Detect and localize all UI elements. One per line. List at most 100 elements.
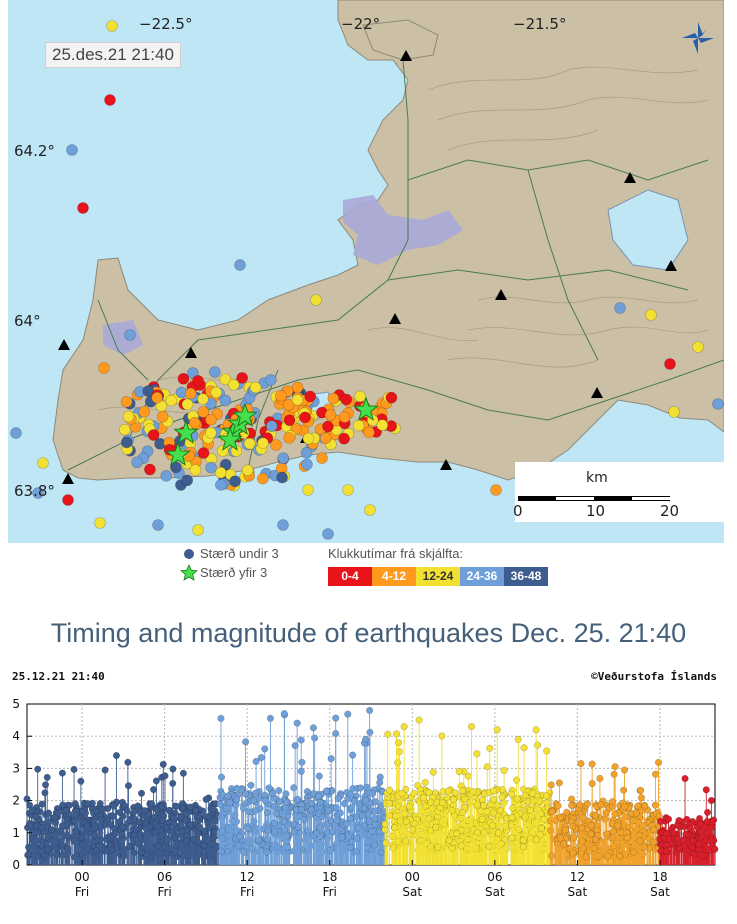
earthquake-point[interactable] xyxy=(302,484,314,496)
quake-marker[interactable] xyxy=(587,822,595,830)
earthquake-point[interactable] xyxy=(277,452,290,464)
quake-marker[interactable] xyxy=(235,842,243,850)
earthquake-point[interactable] xyxy=(192,375,204,387)
earthquake-point[interactable] xyxy=(338,411,351,423)
quake-marker[interactable] xyxy=(494,829,503,837)
quake-marker[interactable] xyxy=(154,841,162,849)
quake-marker[interactable] xyxy=(44,845,52,853)
quake-marker[interactable] xyxy=(496,806,504,814)
quake-marker[interactable] xyxy=(297,806,306,814)
quake-marker[interactable] xyxy=(217,773,226,781)
quake-marker[interactable] xyxy=(45,809,53,817)
quake-marker[interactable] xyxy=(120,852,128,860)
earthquake-point[interactable] xyxy=(165,394,178,407)
quake-marker[interactable] xyxy=(358,811,366,819)
quake-marker[interactable] xyxy=(533,805,541,813)
quake-marker[interactable] xyxy=(202,795,210,803)
quake-marker[interactable] xyxy=(597,801,605,809)
quake-marker[interactable] xyxy=(371,820,379,829)
quake-marker[interactable] xyxy=(578,838,586,846)
quake-marker[interactable] xyxy=(514,735,522,743)
quake-marker[interactable] xyxy=(634,802,642,810)
quake-marker[interactable] xyxy=(577,760,585,768)
quake-marker[interactable] xyxy=(467,722,475,731)
quake-marker[interactable] xyxy=(681,774,689,783)
quake-marker[interactable] xyxy=(123,806,131,815)
quake-marker[interactable] xyxy=(298,758,306,766)
quake-marker[interactable] xyxy=(500,766,508,775)
quake-marker[interactable] xyxy=(507,790,516,798)
earthquake-point[interactable] xyxy=(257,472,269,485)
quake-marker[interactable] xyxy=(217,847,225,855)
quake-marker[interactable] xyxy=(665,835,673,843)
quake-marker[interactable] xyxy=(270,802,278,810)
earthquake-point[interactable] xyxy=(265,374,277,386)
quake-marker[interactable] xyxy=(152,777,160,785)
earthquake-map[interactable]: −22.5° −22° −21.5° 64.2° 64° 63.8° 25.de… xyxy=(8,0,724,543)
quake-marker[interactable] xyxy=(679,836,687,844)
quake-marker[interactable] xyxy=(400,723,408,731)
quake-marker[interactable] xyxy=(568,795,576,803)
quake-marker[interactable] xyxy=(509,804,517,812)
quake-marker[interactable] xyxy=(415,716,423,724)
earthquake-point[interactable] xyxy=(277,519,289,531)
quake-marker[interactable] xyxy=(588,779,596,788)
quake-marker[interactable] xyxy=(182,837,190,845)
quake-marker[interactable] xyxy=(216,800,224,808)
earthquake-point[interactable] xyxy=(322,528,334,540)
earthquake-point[interactable] xyxy=(352,419,365,432)
earthquake-point[interactable] xyxy=(342,484,354,496)
quake-marker[interactable] xyxy=(662,841,670,849)
quake-marker[interactable] xyxy=(542,792,550,800)
earthquake-point[interactable] xyxy=(692,341,704,353)
quake-marker[interactable] xyxy=(582,853,590,861)
earthquake-point[interactable] xyxy=(184,387,197,400)
quake-marker[interactable] xyxy=(662,847,670,855)
quake-marker[interactable] xyxy=(205,812,213,821)
earthquake-point[interactable] xyxy=(147,429,160,441)
quake-marker[interactable] xyxy=(368,827,376,836)
earthquake-point[interactable] xyxy=(197,393,209,405)
quake-marker[interactable] xyxy=(334,794,342,803)
quake-marker[interactable] xyxy=(179,769,187,777)
quake-marker[interactable] xyxy=(291,742,299,750)
quake-marker[interactable] xyxy=(217,714,225,722)
quake-marker[interactable] xyxy=(43,773,51,781)
quake-marker[interactable] xyxy=(300,815,308,823)
quake-marker[interactable] xyxy=(280,710,288,718)
quake-marker[interactable] xyxy=(392,730,401,738)
quake-marker[interactable] xyxy=(294,823,302,831)
quake-marker[interactable] xyxy=(142,819,150,827)
quake-marker[interactable] xyxy=(244,824,252,832)
quake-marker[interactable] xyxy=(83,800,92,808)
quake-marker[interactable] xyxy=(316,824,324,832)
quake-marker[interactable] xyxy=(116,808,124,817)
quake-marker[interactable] xyxy=(543,799,551,807)
quake-marker[interactable] xyxy=(449,795,457,803)
quake-marker[interactable] xyxy=(282,790,290,798)
quake-marker[interactable] xyxy=(348,804,356,812)
quake-marker[interactable] xyxy=(38,800,46,808)
quake-marker[interactable] xyxy=(569,822,577,831)
large-earthquake-star[interactable] xyxy=(217,426,243,451)
quake-marker[interactable] xyxy=(421,802,429,810)
earthquake-point[interactable] xyxy=(340,393,353,406)
quake-marker[interactable] xyxy=(602,809,610,817)
earthquake-point[interactable] xyxy=(229,475,241,488)
earthquake-point[interactable] xyxy=(219,373,232,386)
quake-marker[interactable] xyxy=(91,831,99,839)
earthquake-point[interactable] xyxy=(144,463,156,476)
earthquake-point[interactable] xyxy=(664,358,676,370)
quake-marker[interactable] xyxy=(297,736,305,744)
earthquake-point[interactable] xyxy=(66,144,78,156)
earthquake-point[interactable] xyxy=(94,517,106,529)
quake-marker[interactable] xyxy=(252,757,260,766)
quake-marker[interactable] xyxy=(242,738,250,746)
quake-marker[interactable] xyxy=(360,822,368,830)
quake-marker[interactable] xyxy=(134,802,142,810)
quake-marker[interactable] xyxy=(41,789,49,797)
quake-marker[interactable] xyxy=(200,853,208,861)
earthquake-point[interactable] xyxy=(205,413,217,426)
quake-marker[interactable] xyxy=(637,786,645,794)
quake-marker[interactable] xyxy=(266,714,274,722)
